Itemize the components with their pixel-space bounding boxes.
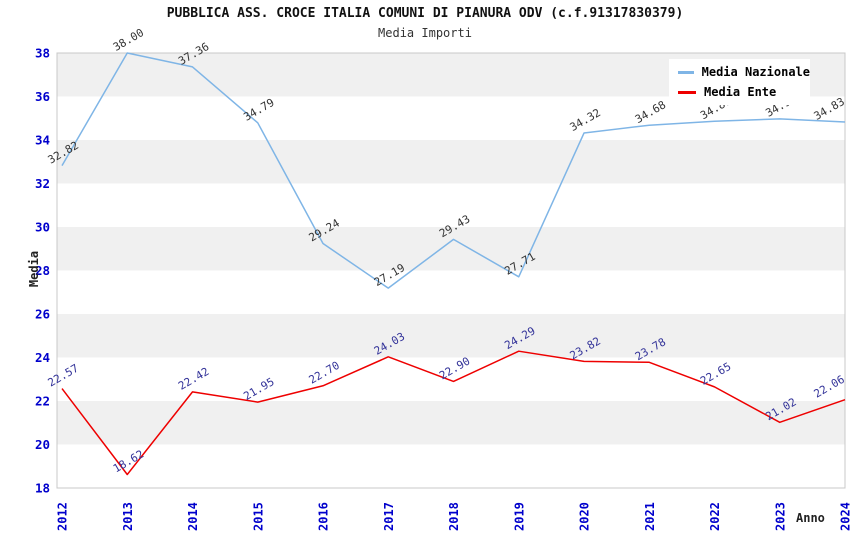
plot-border — [56, 52, 846, 489]
line-swatch-nazionale — [678, 70, 694, 74]
y-tick-label: 34 — [35, 133, 50, 148]
x-tick-label: 2024 — [839, 502, 850, 531]
x-tick-label: 2021 — [643, 502, 657, 531]
data-point-label: 34.68 — [633, 98, 668, 126]
data-point-label: 22.90 — [437, 354, 472, 382]
y-tick-label: 20 — [35, 437, 50, 452]
y-tick-label: 32 — [35, 176, 50, 191]
x-axis-title: Anno — [796, 511, 825, 525]
plot-band — [57, 314, 845, 358]
data-point-label: 38.00 — [111, 26, 146, 54]
legend-item-media-ente[interactable]: Media Ente — [678, 85, 810, 99]
legend-label-ente: Media Ente — [704, 85, 777, 99]
data-point-label: 34.79 — [241, 96, 276, 124]
legend: Media Nazionale Media Ente — [669, 59, 810, 105]
x-tick-label: 2019 — [512, 502, 526, 531]
chart-subtitle: Media Importi — [378, 26, 472, 40]
x-tick-label: 2015 — [251, 502, 265, 531]
plot-band — [57, 401, 845, 445]
data-point-label: 22.70 — [307, 359, 342, 387]
x-tick-label: 2023 — [773, 502, 787, 531]
x-tick-label: 2017 — [382, 502, 396, 531]
y-tick-label: 18 — [35, 481, 50, 496]
x-tick-label: 2020 — [578, 502, 592, 531]
y-tick-label: 22 — [35, 394, 50, 409]
y-tick-label: 38 — [35, 46, 50, 61]
y-tick-label: 30 — [35, 220, 50, 235]
y-tick-label: 36 — [35, 89, 50, 104]
series-line-media-ente — [61, 350, 846, 476]
data-point-label: 22.06 — [812, 373, 847, 401]
y-tick-label: 26 — [35, 307, 50, 322]
x-tick-label: 2012 — [56, 502, 70, 531]
series-line-media-nazionale — [61, 52, 846, 289]
data-point-label: 18.62 — [111, 448, 146, 476]
y-axis-title: Media — [27, 250, 42, 288]
plot-band — [57, 140, 845, 184]
legend-item-media-nazionale[interactable]: Media Nazionale — [678, 65, 810, 79]
x-tick-label: 2022 — [708, 502, 722, 531]
data-point-label: 34.32 — [568, 106, 603, 134]
legend-label-nazionale: Media Nazionale — [701, 65, 810, 79]
y-tick-label: 28 — [35, 263, 50, 278]
plot-band — [57, 227, 845, 271]
line-swatch-ente — [678, 90, 696, 94]
x-tick-label: 2013 — [121, 502, 135, 531]
data-point-label: 22.57 — [46, 362, 81, 390]
y-tick-label: 24 — [35, 350, 50, 365]
data-point-label: 34.83 — [812, 95, 847, 123]
x-tick-label: 2018 — [447, 502, 461, 531]
x-tick-label: 2014 — [186, 502, 200, 531]
data-point-label: 22.42 — [176, 365, 211, 393]
x-tick-label: 2016 — [317, 502, 331, 531]
chart-title: PUBBLICA ASS. CROCE ITALIA COMUNI DI PIA… — [166, 6, 684, 21]
data-point-label: 22.65 — [698, 360, 733, 388]
